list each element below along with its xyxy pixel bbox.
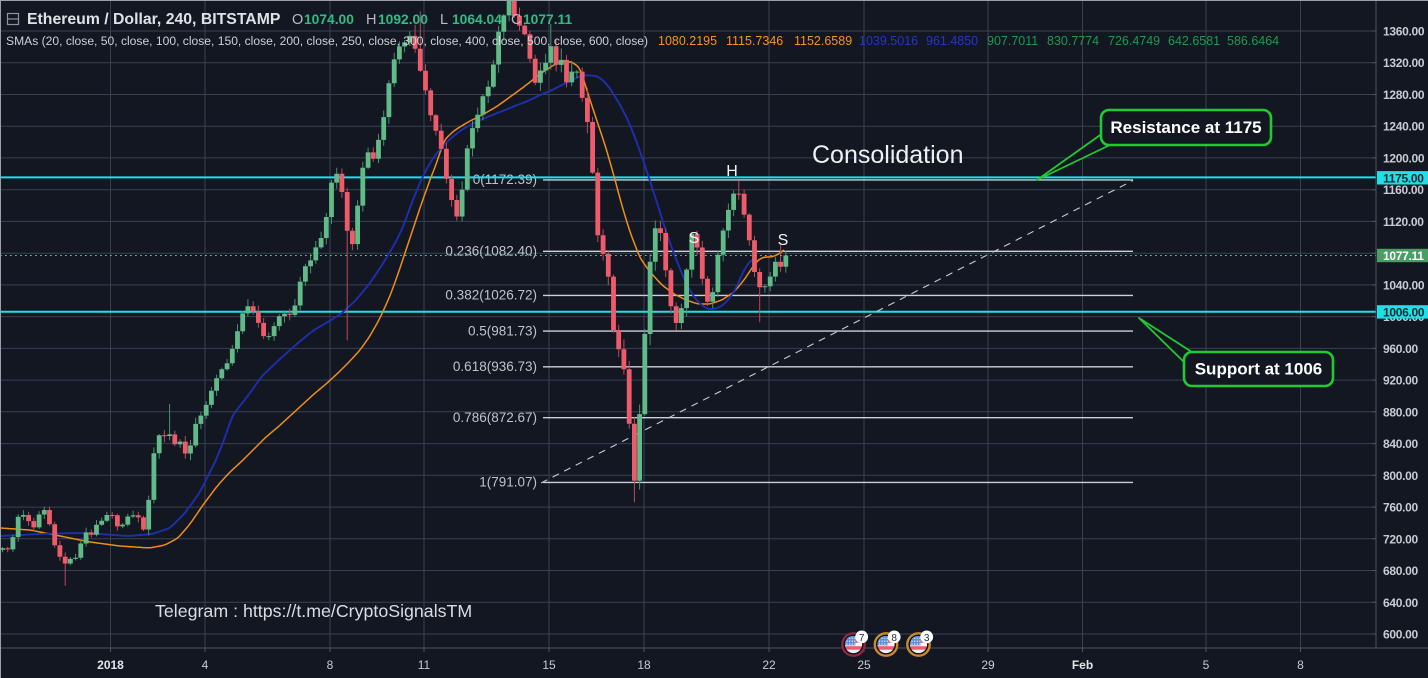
svg-text:8: 8	[327, 658, 334, 672]
svg-text:SMAs (20, close, 50, close, 10: SMAs (20, close, 50, close, 100, close, …	[6, 34, 648, 48]
svg-text:25: 25	[857, 658, 871, 672]
svg-text:1152.6589: 1152.6589	[794, 34, 852, 48]
svg-text:960.00: 960.00	[1383, 342, 1419, 356]
svg-text:586.6464: 586.6464	[1227, 34, 1279, 48]
svg-text:1080.2195: 1080.2195	[658, 34, 717, 48]
svg-text:8: 8	[891, 633, 897, 644]
svg-text:840.00: 840.00	[1383, 437, 1419, 451]
svg-text:C: C	[511, 12, 521, 28]
svg-text:830.7774: 830.7774	[1047, 34, 1099, 48]
svg-text:1074.00: 1074.00	[304, 12, 354, 27]
svg-text:0(1172.39): 0(1172.39)	[473, 172, 537, 187]
svg-text:18: 18	[637, 658, 651, 672]
svg-text:5: 5	[1203, 658, 1210, 672]
svg-text:1360.00: 1360.00	[1383, 25, 1425, 39]
svg-text:0.618(936.73): 0.618(936.73)	[453, 359, 537, 374]
svg-text:Consolidation: Consolidation	[812, 141, 964, 169]
svg-text:29: 29	[981, 658, 995, 672]
svg-text:642.6581: 642.6581	[1168, 34, 1220, 48]
svg-text:760.00: 760.00	[1383, 501, 1419, 515]
svg-text:1077.11: 1077.11	[1383, 249, 1424, 263]
svg-text:600.00: 600.00	[1383, 628, 1419, 642]
svg-text:15: 15	[542, 658, 556, 672]
svg-text:3: 3	[924, 633, 930, 644]
svg-text:S: S	[778, 232, 789, 249]
svg-text:961.4850: 961.4850	[926, 34, 978, 48]
svg-text:1160.00: 1160.00	[1383, 183, 1424, 197]
svg-text:7: 7	[859, 633, 865, 644]
svg-text:920.00: 920.00	[1383, 374, 1419, 388]
svg-text:1(791.07): 1(791.07)	[479, 475, 537, 490]
svg-text:680.00: 680.00	[1383, 564, 1419, 578]
svg-text:Resistance at 1175: Resistance at 1175	[1110, 118, 1261, 137]
svg-text:11: 11	[418, 658, 431, 672]
svg-text:0.236(1082.40): 0.236(1082.40)	[445, 244, 537, 259]
svg-text:1077.11: 1077.11	[523, 12, 572, 27]
svg-text:1115.7346: 1115.7346	[726, 34, 783, 48]
svg-text:1064.04: 1064.04	[452, 12, 502, 27]
svg-text:0.382(1026.72): 0.382(1026.72)	[445, 288, 537, 303]
svg-text:S: S	[689, 230, 700, 247]
svg-text:Ethereum / Dollar, 240, BITSTA: Ethereum / Dollar, 240, BITSTAMP	[27, 11, 280, 28]
svg-text:907.7011: 907.7011	[987, 34, 1038, 48]
svg-text:726.4749: 726.4749	[1108, 34, 1160, 48]
svg-text:2018: 2018	[97, 658, 124, 672]
svg-text:1006.00: 1006.00	[1383, 305, 1425, 319]
svg-text:1320.00: 1320.00	[1383, 56, 1425, 70]
svg-text:4: 4	[202, 658, 209, 672]
svg-text:880.00: 880.00	[1383, 405, 1419, 419]
svg-text:1040.00: 1040.00	[1383, 278, 1425, 292]
svg-text:H: H	[726, 163, 738, 180]
svg-text:1092.00: 1092.00	[378, 12, 428, 27]
svg-text:0.786(872.67): 0.786(872.67)	[453, 410, 537, 425]
svg-text:1240.00: 1240.00	[1383, 120, 1425, 134]
svg-text:8: 8	[1297, 658, 1304, 672]
svg-text:1120.00: 1120.00	[1383, 215, 1424, 229]
svg-text:800.00: 800.00	[1383, 469, 1419, 483]
svg-text:1200.00: 1200.00	[1383, 151, 1425, 165]
svg-text:0.5(981.73): 0.5(981.73)	[468, 323, 537, 338]
svg-text:O: O	[292, 12, 303, 28]
svg-text:Feb: Feb	[1072, 658, 1093, 672]
svg-text:640.00: 640.00	[1383, 596, 1419, 610]
svg-text:L: L	[440, 12, 448, 28]
svg-text:H: H	[366, 12, 376, 28]
svg-text:Telegram : https://t.me/Crypto: Telegram : https://t.me/CryptoSignalsTM	[155, 601, 472, 621]
svg-text:1280.00: 1280.00	[1383, 88, 1425, 102]
svg-text:22: 22	[762, 658, 776, 672]
svg-text:1175.00: 1175.00	[1383, 171, 1424, 185]
svg-text:720.00: 720.00	[1383, 532, 1419, 546]
svg-text:1039.5016: 1039.5016	[859, 34, 918, 48]
svg-text:Support at 1006: Support at 1006	[1195, 360, 1323, 379]
